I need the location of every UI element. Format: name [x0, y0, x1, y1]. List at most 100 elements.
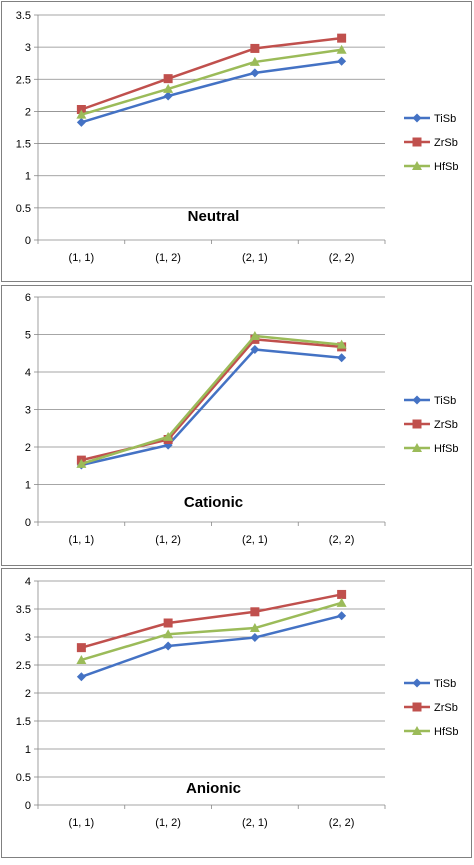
series-line — [81, 593, 342, 649]
x-tick-label: (2, 1) — [242, 534, 268, 546]
legend-item: HfSb — [404, 161, 458, 173]
x-tick-label: (1, 2) — [155, 252, 181, 264]
x-tick-label: (1, 1) — [69, 252, 95, 264]
data-point — [163, 74, 173, 84]
chart-frame — [1, 285, 472, 566]
data-point — [163, 641, 173, 651]
legend-item: TiSb — [404, 395, 456, 407]
x-tick-label: (1, 1) — [69, 817, 95, 829]
legend-item: ZrSb — [404, 702, 458, 714]
chart-frame — [1, 568, 472, 858]
y-tick-label: 2 — [25, 106, 31, 118]
legend-marker — [412, 678, 422, 688]
x-tick-label: (1, 2) — [155, 534, 181, 546]
chart-anionic: 0 0.5 1 1.5 2 2.5 3 3.5 4 (1, 1) (1, 2) (2, 1) (2, 2… — [1, 568, 472, 858]
x-tick-label: (2, 2) — [329, 252, 355, 264]
legend-marker — [412, 419, 422, 429]
y-tick-label: 4 — [25, 367, 31, 379]
y-tick-label: 2 — [25, 442, 31, 454]
y-tick-label: 0 — [25, 800, 31, 812]
data-point — [76, 109, 87, 119]
y-tick-label: 0.5 — [16, 772, 31, 784]
legend: TiSb ZrSb HfSb — [404, 113, 458, 173]
data-point — [337, 611, 347, 621]
data-point — [76, 654, 87, 664]
series-zrsb — [76, 589, 347, 653]
chart-title: Neutral — [188, 208, 240, 225]
legend-marker — [412, 443, 422, 452]
data-point — [163, 629, 174, 639]
y-tick-label: 0.5 — [16, 203, 31, 215]
y-tick-label: 2.5 — [16, 660, 31, 672]
data-point — [76, 458, 87, 468]
legend-marker — [412, 726, 422, 735]
y-tick-label: 1.5 — [16, 716, 31, 728]
data-point — [249, 331, 260, 340]
legend-marker — [412, 161, 422, 170]
data-point — [337, 589, 347, 599]
data-point — [336, 597, 347, 607]
legend-label: TiSb — [434, 395, 456, 407]
data-point — [163, 83, 174, 93]
legend-label: ZrSb — [434, 419, 458, 431]
series-hfsb — [76, 331, 347, 468]
legend-marker — [412, 702, 422, 712]
legend: TiSb ZrSb HfSb — [404, 395, 458, 455]
data-point — [249, 623, 260, 633]
series-tisb — [76, 56, 347, 127]
y-tick-label: 6 — [25, 292, 31, 304]
x-tick-label: (2, 1) — [242, 252, 268, 264]
data-point — [76, 672, 86, 682]
y-tick-label: 3.5 — [16, 10, 31, 22]
series-line — [81, 348, 342, 467]
legend-marker — [412, 395, 422, 405]
y-tick-label: 3 — [25, 42, 31, 54]
legend-item: TiSb — [404, 678, 456, 690]
x-tick-label: (2, 2) — [329, 534, 355, 546]
series-line — [81, 601, 342, 662]
legend-label: ZrSb — [434, 702, 458, 714]
data-point — [250, 633, 260, 643]
data-point — [249, 56, 260, 66]
series-line — [81, 334, 342, 466]
data-point — [163, 431, 174, 441]
series-line — [80, 614, 342, 678]
series-line — [80, 36, 342, 111]
series-tisb — [76, 611, 347, 682]
series-hfsb — [76, 597, 347, 664]
legend: TiSb ZrSb HfSb — [404, 678, 458, 738]
legend-marker — [412, 113, 422, 123]
legend-item: TiSb — [404, 113, 456, 125]
data-point — [76, 117, 86, 127]
legend-item: ZrSb — [404, 137, 458, 149]
series-line — [81, 48, 342, 116]
data-point — [76, 643, 86, 653]
data-point — [163, 91, 173, 101]
data-point — [336, 339, 347, 349]
legend-marker — [412, 137, 422, 147]
x-tick-label: (2, 2) — [329, 817, 355, 829]
legend-label: HfSb — [434, 443, 458, 455]
chart-neutral: 0 0.5 1 1.5 2 2.5 3 3.5 (1, 1) (1, 2) (2, 1) (2, 2)… — [1, 1, 472, 282]
data-point — [250, 345, 260, 354]
data-point — [76, 105, 86, 114]
data-point — [250, 68, 260, 78]
y-tick-label: 1 — [25, 171, 31, 183]
y-tick-label: 0 — [25, 517, 31, 529]
y-tick-label: 5 — [25, 330, 31, 342]
chart-title: Anionic — [186, 780, 241, 797]
legend-item: HfSb — [404, 443, 458, 455]
series-zrsb — [76, 33, 347, 114]
y-tick-label: 2.5 — [16, 74, 31, 86]
data-point — [337, 56, 347, 66]
legend-label: HfSb — [434, 161, 458, 173]
y-tick-label: 1 — [25, 744, 31, 756]
y-tick-label: 4 — [25, 576, 31, 588]
data-point — [250, 43, 260, 53]
y-tick-label: 3.5 — [16, 604, 31, 616]
data-point — [250, 607, 260, 617]
x-tick-label: (2, 1) — [242, 817, 268, 829]
legend-item: HfSb — [404, 726, 458, 738]
legend-label: ZrSb — [434, 137, 458, 149]
